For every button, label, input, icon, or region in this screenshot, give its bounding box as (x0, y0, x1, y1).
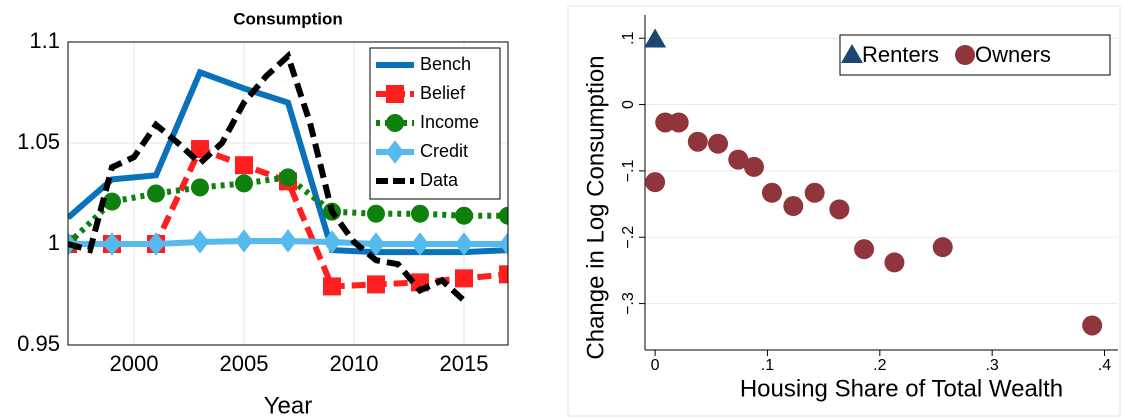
marker (191, 230, 209, 254)
x-tick-label: 2015 (440, 351, 489, 376)
marker (645, 172, 666, 193)
marker (1082, 315, 1103, 336)
marker (235, 229, 253, 253)
marker (235, 174, 253, 193)
x-axis-label: Year (264, 392, 313, 418)
marker (411, 204, 429, 223)
marker (743, 156, 764, 177)
marker (367, 275, 385, 294)
y-tick-label: 1 (48, 230, 60, 255)
legend-label: Income (420, 112, 479, 132)
legend-label: Belief (420, 83, 466, 103)
y-tick-label: .1 (620, 31, 637, 44)
y-tick-label: 1.1 (29, 28, 60, 53)
marker (687, 131, 708, 152)
marker (191, 178, 209, 197)
y-tick-label: −.3 (620, 292, 637, 315)
series-line (68, 174, 508, 247)
legend-marker (955, 45, 976, 65)
legend-label: Owners (975, 42, 1051, 67)
legend-marker (386, 140, 404, 164)
marker (644, 28, 667, 48)
marker (103, 232, 121, 256)
series-line (68, 68, 508, 256)
legend-label: Renters (862, 42, 939, 67)
y-tick-label: −.2 (620, 226, 637, 249)
marker (455, 232, 473, 256)
marker (455, 206, 473, 225)
series-line (68, 50, 467, 303)
marker (668, 112, 689, 133)
marker (499, 265, 508, 284)
marker (932, 237, 953, 258)
y-tick-label: 0 (620, 100, 637, 109)
x-axis-label: Housing Share of Total Wealth (740, 375, 1063, 402)
marker (708, 133, 729, 154)
marker (279, 168, 297, 187)
y-tick-label: 1.05 (17, 129, 60, 154)
x-tick-label: 2000 (110, 351, 159, 376)
marker (147, 184, 165, 203)
marker (323, 277, 341, 296)
marker (279, 229, 297, 253)
marker (499, 232, 508, 256)
legend-label: Credit (420, 141, 468, 161)
marker (884, 252, 905, 273)
marker (455, 269, 473, 288)
x-tick-label: .2 (873, 357, 886, 374)
legend-marker (386, 114, 404, 132)
marker (499, 206, 508, 225)
marker (728, 149, 749, 170)
marker (804, 182, 825, 203)
x-tick-label: 2005 (220, 351, 269, 376)
legend-marker (386, 85, 404, 103)
y-tick-label: −.1 (620, 159, 637, 182)
marker (854, 239, 875, 260)
marker (367, 232, 385, 256)
marker (367, 204, 385, 223)
marker (783, 196, 804, 217)
marker (761, 182, 782, 203)
marker (103, 192, 121, 211)
x-tick-label: 2010 (330, 351, 379, 376)
legend-label: Data (420, 170, 459, 190)
marker (191, 140, 209, 159)
x-tick-label: .4 (1098, 357, 1111, 374)
y-axis-label: Change in Log Consumption (582, 55, 609, 359)
marker (411, 232, 429, 256)
x-tick-label: .1 (761, 357, 774, 374)
marker (235, 156, 253, 175)
x-tick-label: .3 (985, 357, 998, 374)
marker (147, 232, 165, 256)
marker (829, 199, 850, 220)
marker (323, 230, 341, 254)
plot-frame (67, 41, 509, 346)
series-group (68, 50, 508, 303)
x-tick-label: 0 (651, 357, 660, 374)
legend-label: Bench (420, 54, 471, 74)
y-tick-label: 0.95 (17, 331, 60, 356)
legend-marker (841, 44, 863, 63)
chart-title: Consumption (233, 9, 343, 28)
